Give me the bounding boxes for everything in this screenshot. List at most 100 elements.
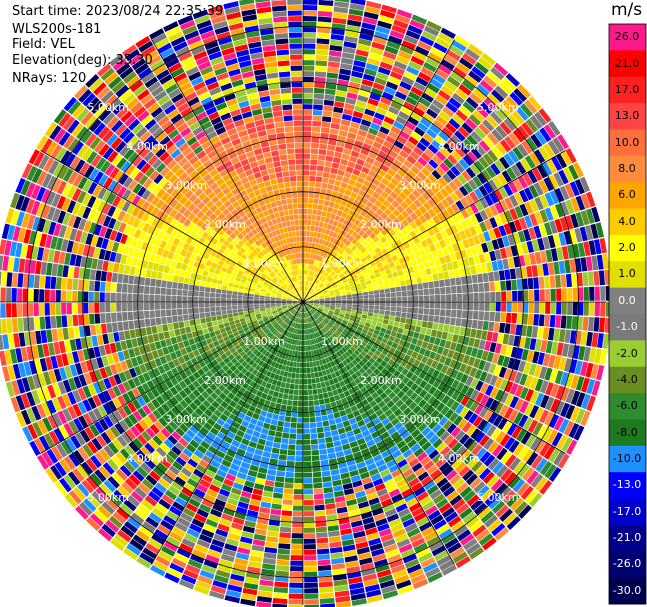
velocity-cell: [335, 601, 352, 607]
velocity-cell: [303, 489, 314, 495]
velocity-cell: [388, 391, 397, 400]
velocity-cell: [493, 322, 500, 333]
velocity-cell: [504, 454, 517, 468]
velocity-cell: [280, 341, 286, 347]
velocity-cell: [109, 364, 118, 375]
velocity-cell: [576, 272, 583, 287]
velocity-cell: [324, 333, 329, 339]
velocity-cell: [198, 459, 210, 469]
velocity-cell: [442, 465, 454, 477]
velocity-cell: [291, 372, 296, 379]
velocity-cell: [217, 405, 226, 413]
velocity-cell: [344, 103, 355, 111]
velocity-cell: [452, 351, 460, 361]
velocity-cell: [145, 427, 156, 439]
velocity-cell: [524, 337, 531, 350]
velocity-cell: [310, 282, 314, 288]
velocity-cell: [255, 351, 262, 358]
velocity-cell: [336, 357, 342, 364]
velocity-cell: [449, 494, 463, 506]
velocity-cell: [328, 50, 342, 57]
velocity-cell: [450, 285, 457, 294]
velocity-cell: [185, 360, 194, 368]
velocity-cell: [39, 316, 46, 330]
velocity-cell: [410, 111, 422, 122]
velocity-cell: [348, 319, 354, 324]
velocity-cell: [374, 302, 380, 306]
velocity-cell: [452, 334, 459, 343]
velocity-cell: [100, 323, 108, 334]
velocity-cell: [327, 268, 332, 274]
velocity-cell: [53, 341, 61, 355]
velocity-cell: [344, 246, 351, 253]
velocity-cell: [315, 273, 320, 279]
velocity-cell: [203, 422, 213, 431]
velocity-cell: [34, 438, 46, 454]
velocity-cell: [450, 369, 459, 379]
velocity-cell: [313, 305, 318, 309]
velocity-cell: [330, 318, 336, 323]
velocity-cell: [444, 408, 455, 419]
velocity-cell: [398, 257, 406, 265]
velocity-cell: [29, 440, 41, 456]
velocity-cell: [148, 454, 160, 466]
velocity-cell: [232, 350, 239, 358]
velocity-cell: [230, 337, 237, 344]
velocity-cell: [358, 466, 368, 475]
velocity-cell: [274, 481, 284, 488]
velocity-cell: [236, 472, 247, 480]
velocity-cell: [514, 192, 524, 205]
velocity-cell: [296, 423, 303, 429]
velocity-cell: [558, 169, 569, 185]
velocity-cell: [330, 298, 336, 301]
velocity-cell: [277, 326, 283, 332]
velocity-cell: [358, 236, 365, 244]
velocity-cell: [550, 248, 559, 262]
velocity-cell: [432, 493, 446, 505]
velocity-cell: [130, 357, 139, 367]
velocity-cell: [205, 518, 219, 528]
velocity-cell: [577, 316, 584, 331]
velocity-cell: [380, 327, 387, 334]
velocity-cell: [26, 407, 37, 423]
velocity-cell: [254, 407, 262, 415]
velocity-cell: [480, 382, 489, 394]
velocity-cell: [385, 135, 396, 145]
velocity-cell: [233, 434, 243, 443]
velocity-cell: [304, 588, 319, 594]
velocity-cell: [500, 451, 513, 464]
velocity-cell: [192, 349, 200, 357]
velocity-cell: [366, 331, 373, 337]
velocity-cell: [443, 271, 450, 279]
velocity-cell: [363, 305, 369, 309]
velocity-cell: [332, 265, 338, 271]
velocity-cell: [311, 322, 314, 328]
velocity-cell: [414, 486, 426, 497]
velocity-cell: [369, 298, 375, 302]
velocity-cell: [352, 410, 361, 418]
velocity-cell: [394, 281, 401, 287]
velocity-cell: [318, 399, 325, 405]
velocity-cell: [359, 320, 366, 326]
velocity-cell: [422, 230, 430, 239]
velocity-cell: [252, 340, 258, 346]
velocity-cell: [264, 319, 270, 324]
velocity-cell: [243, 415, 252, 423]
velocity-cell: [432, 389, 442, 399]
velocity-cell: [154, 420, 164, 431]
velocity-cell: [327, 254, 333, 261]
velocity-cell: [257, 329, 263, 335]
velocity-cell: [148, 538, 163, 550]
velocity-cell: [576, 392, 586, 408]
velocity-cell: [508, 440, 520, 453]
velocity-cell: [232, 421, 241, 430]
velocity-cell: [265, 382, 272, 389]
velocity-cell: [364, 68, 377, 77]
velocity-cell: [213, 533, 227, 543]
velocity-cell: [222, 318, 229, 324]
velocity-cell: [344, 272, 351, 277]
velocity-cell: [389, 315, 395, 321]
velocity-cell: [265, 440, 274, 447]
velocity-cell: [326, 408, 333, 415]
velocity-cell: [333, 238, 339, 245]
